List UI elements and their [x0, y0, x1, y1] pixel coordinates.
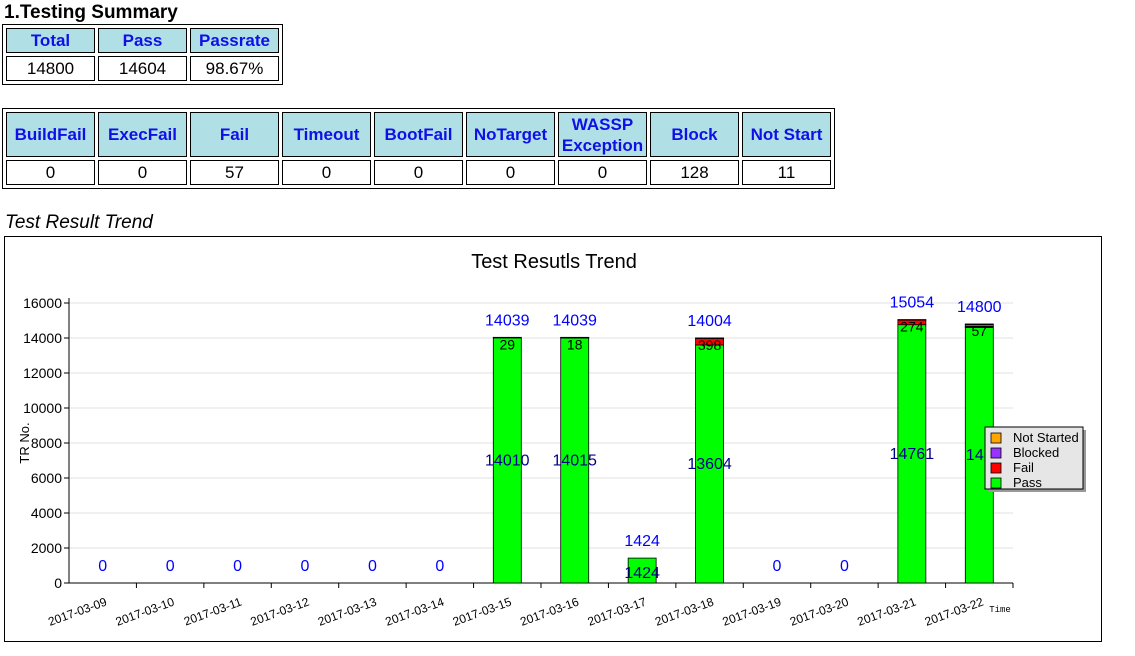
- x-tick-label: 2017-03-09: [46, 595, 109, 629]
- bar-pass-label: 1424: [624, 565, 660, 582]
- y-tick-label: 10000: [23, 400, 62, 416]
- bar-blocked: [695, 337, 724, 339]
- bar-not-started: [964, 323, 994, 326]
- status-header-bootfail: BootFail: [374, 112, 463, 157]
- summary-value-pass: 14604: [98, 56, 187, 81]
- bar-total-label: 0: [773, 558, 782, 575]
- bar-not-started: [897, 319, 927, 321]
- bar-total-label: 0: [233, 558, 242, 575]
- summary-header-total: Total: [6, 28, 95, 53]
- legend-swatch: [990, 447, 1002, 459]
- y-tick-label: 4000: [31, 505, 62, 521]
- x-tick-label: 2017-03-10: [114, 595, 177, 629]
- status-header-notarget: NoTarget: [466, 112, 555, 157]
- bar-pass-label: 14015: [552, 452, 597, 469]
- status-value-fail: 57: [190, 160, 279, 185]
- section-title: 1.Testing Summary: [4, 2, 178, 23]
- status-value-execfail: 0: [98, 160, 187, 185]
- y-tick-label: 0: [54, 575, 62, 591]
- bar-total-label: 0: [166, 558, 175, 575]
- status-header-fail: Fail: [190, 112, 279, 157]
- status-header-wassp-exception: WASSP Exception: [558, 112, 647, 157]
- bar-total-label: 0: [840, 558, 849, 575]
- status-value-wassp-exception: 0: [558, 160, 647, 185]
- legend-swatch: [990, 462, 1002, 474]
- legend-label: Not Started: [1013, 430, 1079, 445]
- status-value-bootfail: 0: [374, 160, 463, 185]
- bar-pass: [897, 324, 927, 584]
- bar-total-label: 14039: [552, 312, 597, 329]
- x-tick-label: 2017-03-21: [855, 595, 918, 629]
- bar-pass-label: 14010: [485, 452, 530, 469]
- bar-segment-label: 398: [698, 337, 722, 353]
- x-tick-label: 2017-03-22: [923, 595, 986, 629]
- x-tick-label: 2017-03-12: [249, 595, 312, 629]
- x-tick-label: 2017-03-16: [518, 595, 581, 629]
- y-tick-label: 16000: [23, 295, 62, 311]
- y-axis-label: TR No.: [17, 422, 32, 463]
- x-tick-label: 2017-03-19: [721, 595, 784, 629]
- x-tick-label: 2017-03-14: [383, 595, 446, 629]
- bar-total-label: 14004: [687, 313, 732, 330]
- x-tick-label: 2017-03-20: [788, 595, 851, 629]
- bar-pass: [695, 344, 724, 584]
- chart-title: Test Resutls Trend: [471, 251, 637, 273]
- bar-fail: [492, 336, 522, 339]
- bar-pass-label: 13604: [687, 456, 732, 473]
- trend-chart: Test Resutls Trend 0 2000 4000 6000 8000 10000…: [17, 251, 1086, 629]
- bar-segment-label: 274: [900, 319, 924, 335]
- bar-pass: [627, 557, 657, 584]
- y-tick-label: 2000: [31, 540, 62, 556]
- bar-blocked: [560, 336, 590, 339]
- y-tick-label: 8000: [31, 435, 62, 451]
- status-header-execfail: ExecFail: [98, 112, 187, 157]
- x-axis-label: Time: [989, 605, 1011, 615]
- legend-swatch: [990, 432, 1002, 444]
- summary-value-total: 14800: [6, 56, 95, 81]
- status-value-notarget: 0: [466, 160, 555, 185]
- status-value-timeout: 0: [282, 160, 371, 185]
- summary-header-passrate: Passrate: [190, 28, 279, 53]
- bar-pass: [560, 337, 590, 584]
- bar-segment-label: 57: [971, 323, 987, 339]
- legend-swatch: [990, 477, 1002, 489]
- bar-total-label: 14800: [957, 299, 1002, 316]
- status-header-buildfail: BuildFail: [6, 112, 95, 157]
- x-tick-label: 2017-03-17: [586, 595, 649, 629]
- bar-segment-label: 18: [567, 336, 583, 352]
- status-value-buildfail: 0: [6, 160, 95, 185]
- x-tick-label: 2017-03-13: [316, 595, 379, 629]
- bar-pass-label: 14761: [890, 446, 935, 463]
- summary-table: Total Pass Passrate 14800 14604 98.67%: [2, 24, 283, 85]
- x-tick-label: 2017-03-15: [451, 595, 514, 629]
- status-table: BuildFail ExecFail Fail Timeout BootFail…: [2, 108, 835, 189]
- summary-value-passrate: 98.67%: [190, 56, 279, 81]
- bar-total-label: 0: [435, 558, 444, 575]
- bar-segment-label: 29: [499, 336, 515, 352]
- bar-pass: [492, 337, 522, 584]
- chart-container: Test Resutls Trend 0 2000 4000 6000 8000 10000…: [4, 236, 1102, 642]
- trend-title: Test Result Trend: [5, 212, 153, 233]
- status-header-not-start: Not Start: [742, 112, 831, 157]
- x-tick-label: 2017-03-18: [653, 595, 716, 629]
- legend-label: Blocked: [1013, 445, 1059, 460]
- status-value-block: 128: [650, 160, 739, 185]
- status-header-block: Block: [650, 112, 739, 157]
- bar-total-label: 1424: [624, 533, 660, 550]
- bar-total-label: 0: [301, 558, 310, 575]
- y-tick-label: 12000: [23, 365, 62, 381]
- summary-header-pass: Pass: [98, 28, 187, 53]
- y-tick-label: 6000: [31, 470, 62, 486]
- bar-total-label: 0: [98, 558, 107, 575]
- bar-total-label: 15054: [890, 295, 935, 312]
- status-header-timeout: Timeout: [282, 112, 371, 157]
- status-value-not-start: 11: [742, 160, 831, 185]
- bar-total-label: 14039: [485, 312, 530, 329]
- legend-label: Fail: [1013, 460, 1034, 475]
- legend-label: Pass: [1013, 475, 1042, 490]
- bar-total-label: 0: [368, 558, 377, 575]
- x-tick-label: 2017-03-11: [182, 595, 244, 629]
- y-tick-label: 14000: [23, 330, 62, 346]
